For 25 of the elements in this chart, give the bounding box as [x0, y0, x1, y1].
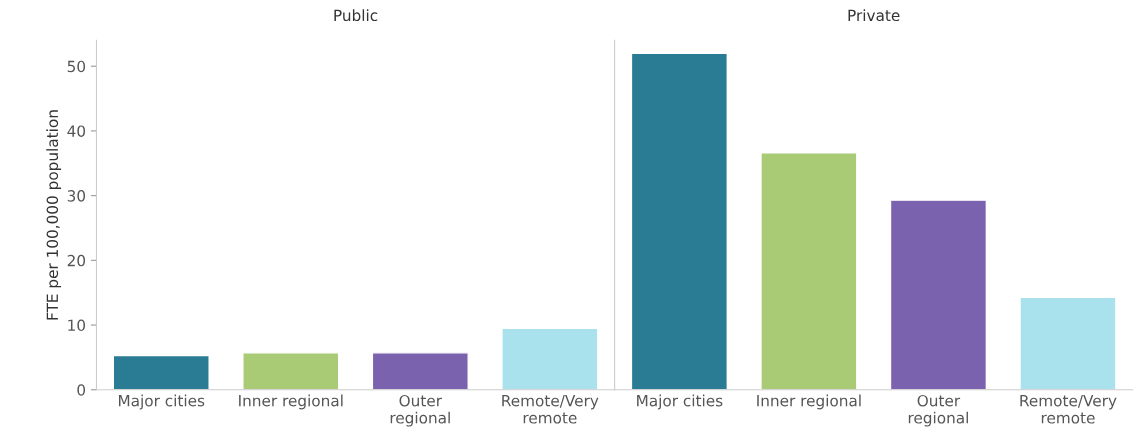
- bar: [1019, 296, 1117, 390]
- bar: [630, 52, 728, 390]
- bar: [501, 327, 599, 390]
- x-tick-label: Inner regional: [757, 394, 861, 410]
- x-tick-label: Major cities: [637, 394, 723, 410]
- bar: [760, 152, 858, 390]
- chart-title: Public: [334, 9, 378, 22]
- y-tick-label: 20: [67, 254, 86, 267]
- y-tick-label: 10: [68, 319, 86, 332]
- x-tick-label: Remote/Very remote: [502, 395, 599, 424]
- chart-title: Private: [848, 9, 900, 22]
- bar: [889, 199, 988, 390]
- bar: [242, 352, 340, 390]
- x-tick-label: Outer regional: [908, 394, 968, 427]
- x-tick-label: Major cities: [118, 394, 205, 410]
- bar: [112, 354, 210, 390]
- y-tick-label: 30: [67, 190, 86, 202]
- y-axis-title: FTE per 100,000 population: [46, 110, 62, 320]
- y-tick-label: 50: [67, 60, 86, 73]
- x-tick-label: Inner regional: [239, 394, 343, 410]
- x-tick-label: Outer regional: [390, 394, 450, 427]
- x-tick-label: Remote/Very remote: [1020, 395, 1117, 424]
- y-tick-label: 40: [67, 125, 86, 137]
- bar: [371, 352, 469, 390]
- y-tick-label: 0: [77, 384, 86, 396]
